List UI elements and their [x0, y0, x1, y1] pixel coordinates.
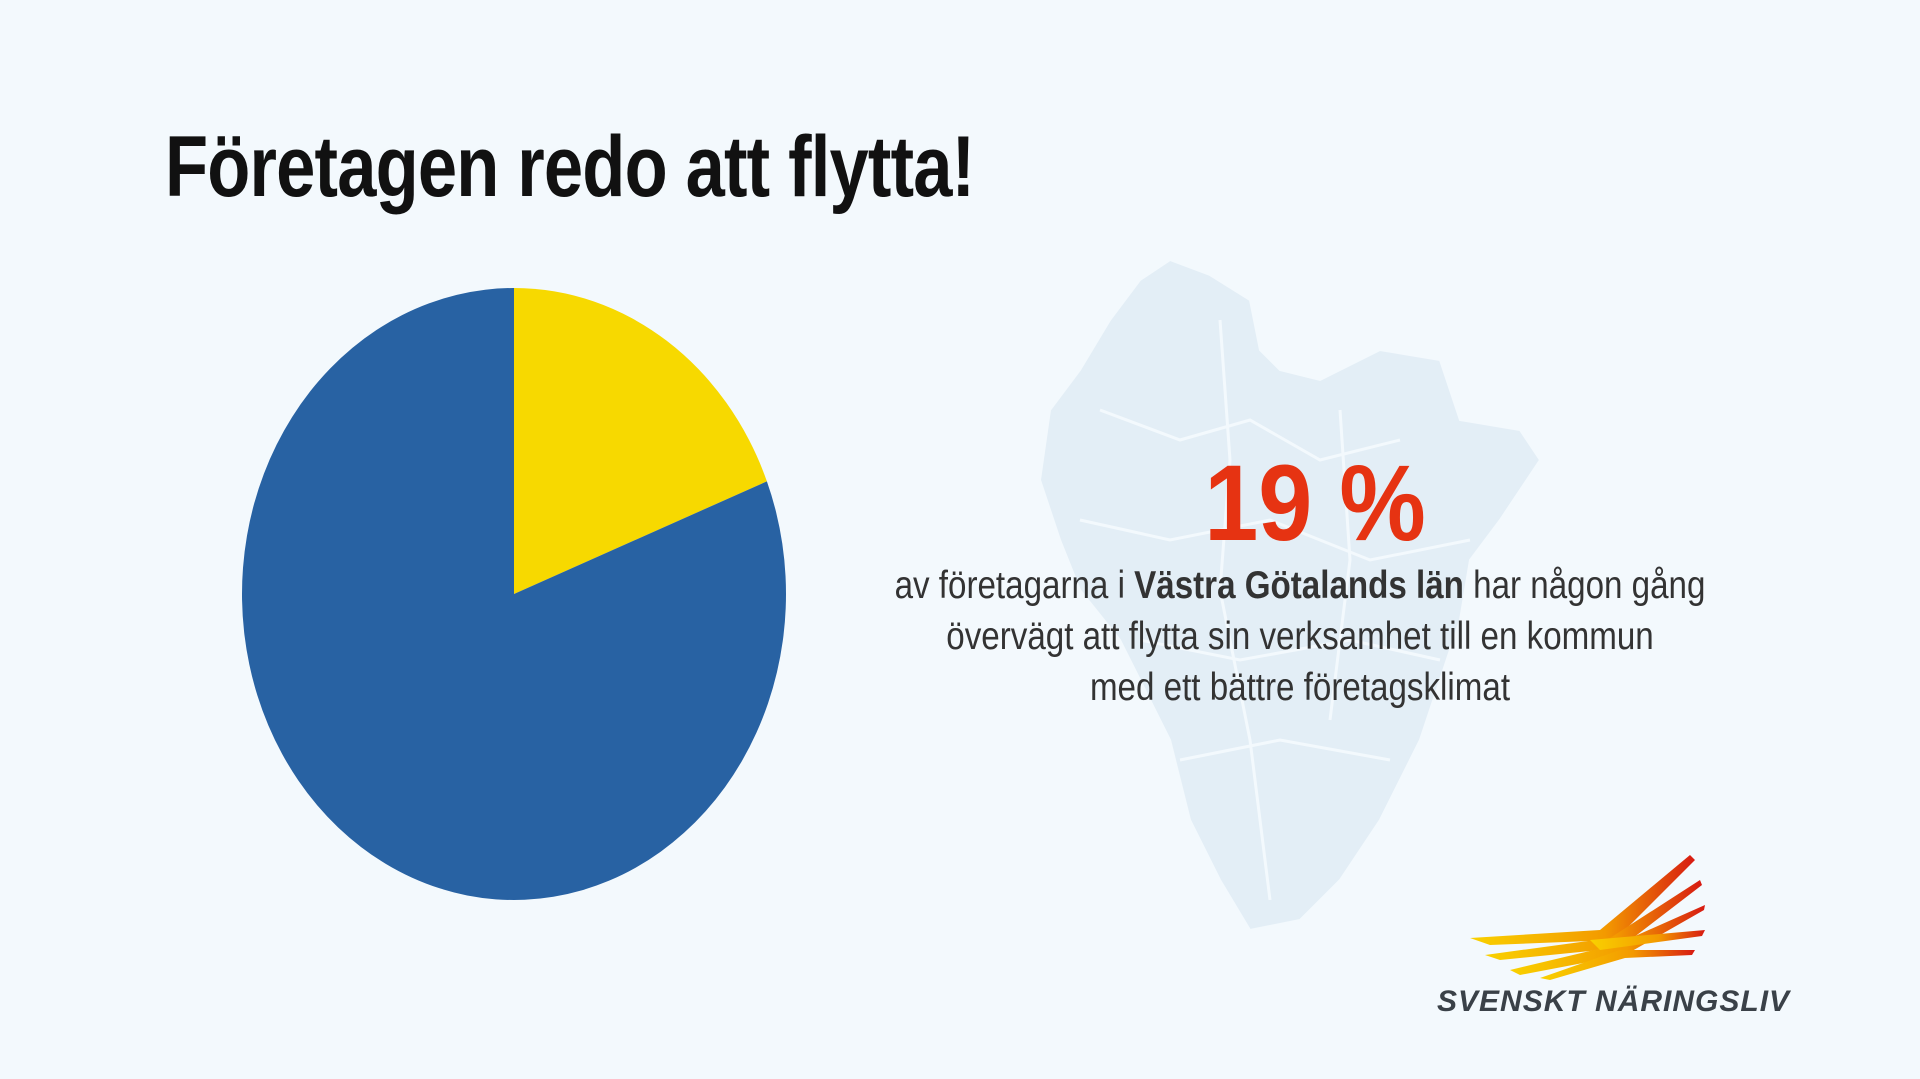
desc-text-after: har någon gång — [1463, 564, 1706, 607]
vastra-gotaland-map-background — [1038, 260, 1542, 932]
logo-text: SVENSKT NÄRINGSLIV — [1437, 985, 1791, 1018]
desc-region: Västra Götalands län — [1134, 564, 1464, 607]
pie-slice-0 — [514, 288, 767, 594]
desc-line-3: med ett bättre företagsklimat — [1089, 666, 1511, 709]
svenskt-naringsliv-logo-icon — [1470, 855, 1705, 980]
pie-slice-1 — [242, 288, 787, 900]
page-title: Företagen redo att flytta! — [165, 119, 975, 215]
stat-description: av företagarna i Västra Götalands län ha… — [875, 560, 1725, 713]
desc-line-2: övervägt att flytta sin verksamhet till … — [946, 615, 1654, 658]
stat-percentage: 19 % — [1204, 442, 1426, 563]
desc-text-before: av företagarna i — [894, 564, 1135, 607]
